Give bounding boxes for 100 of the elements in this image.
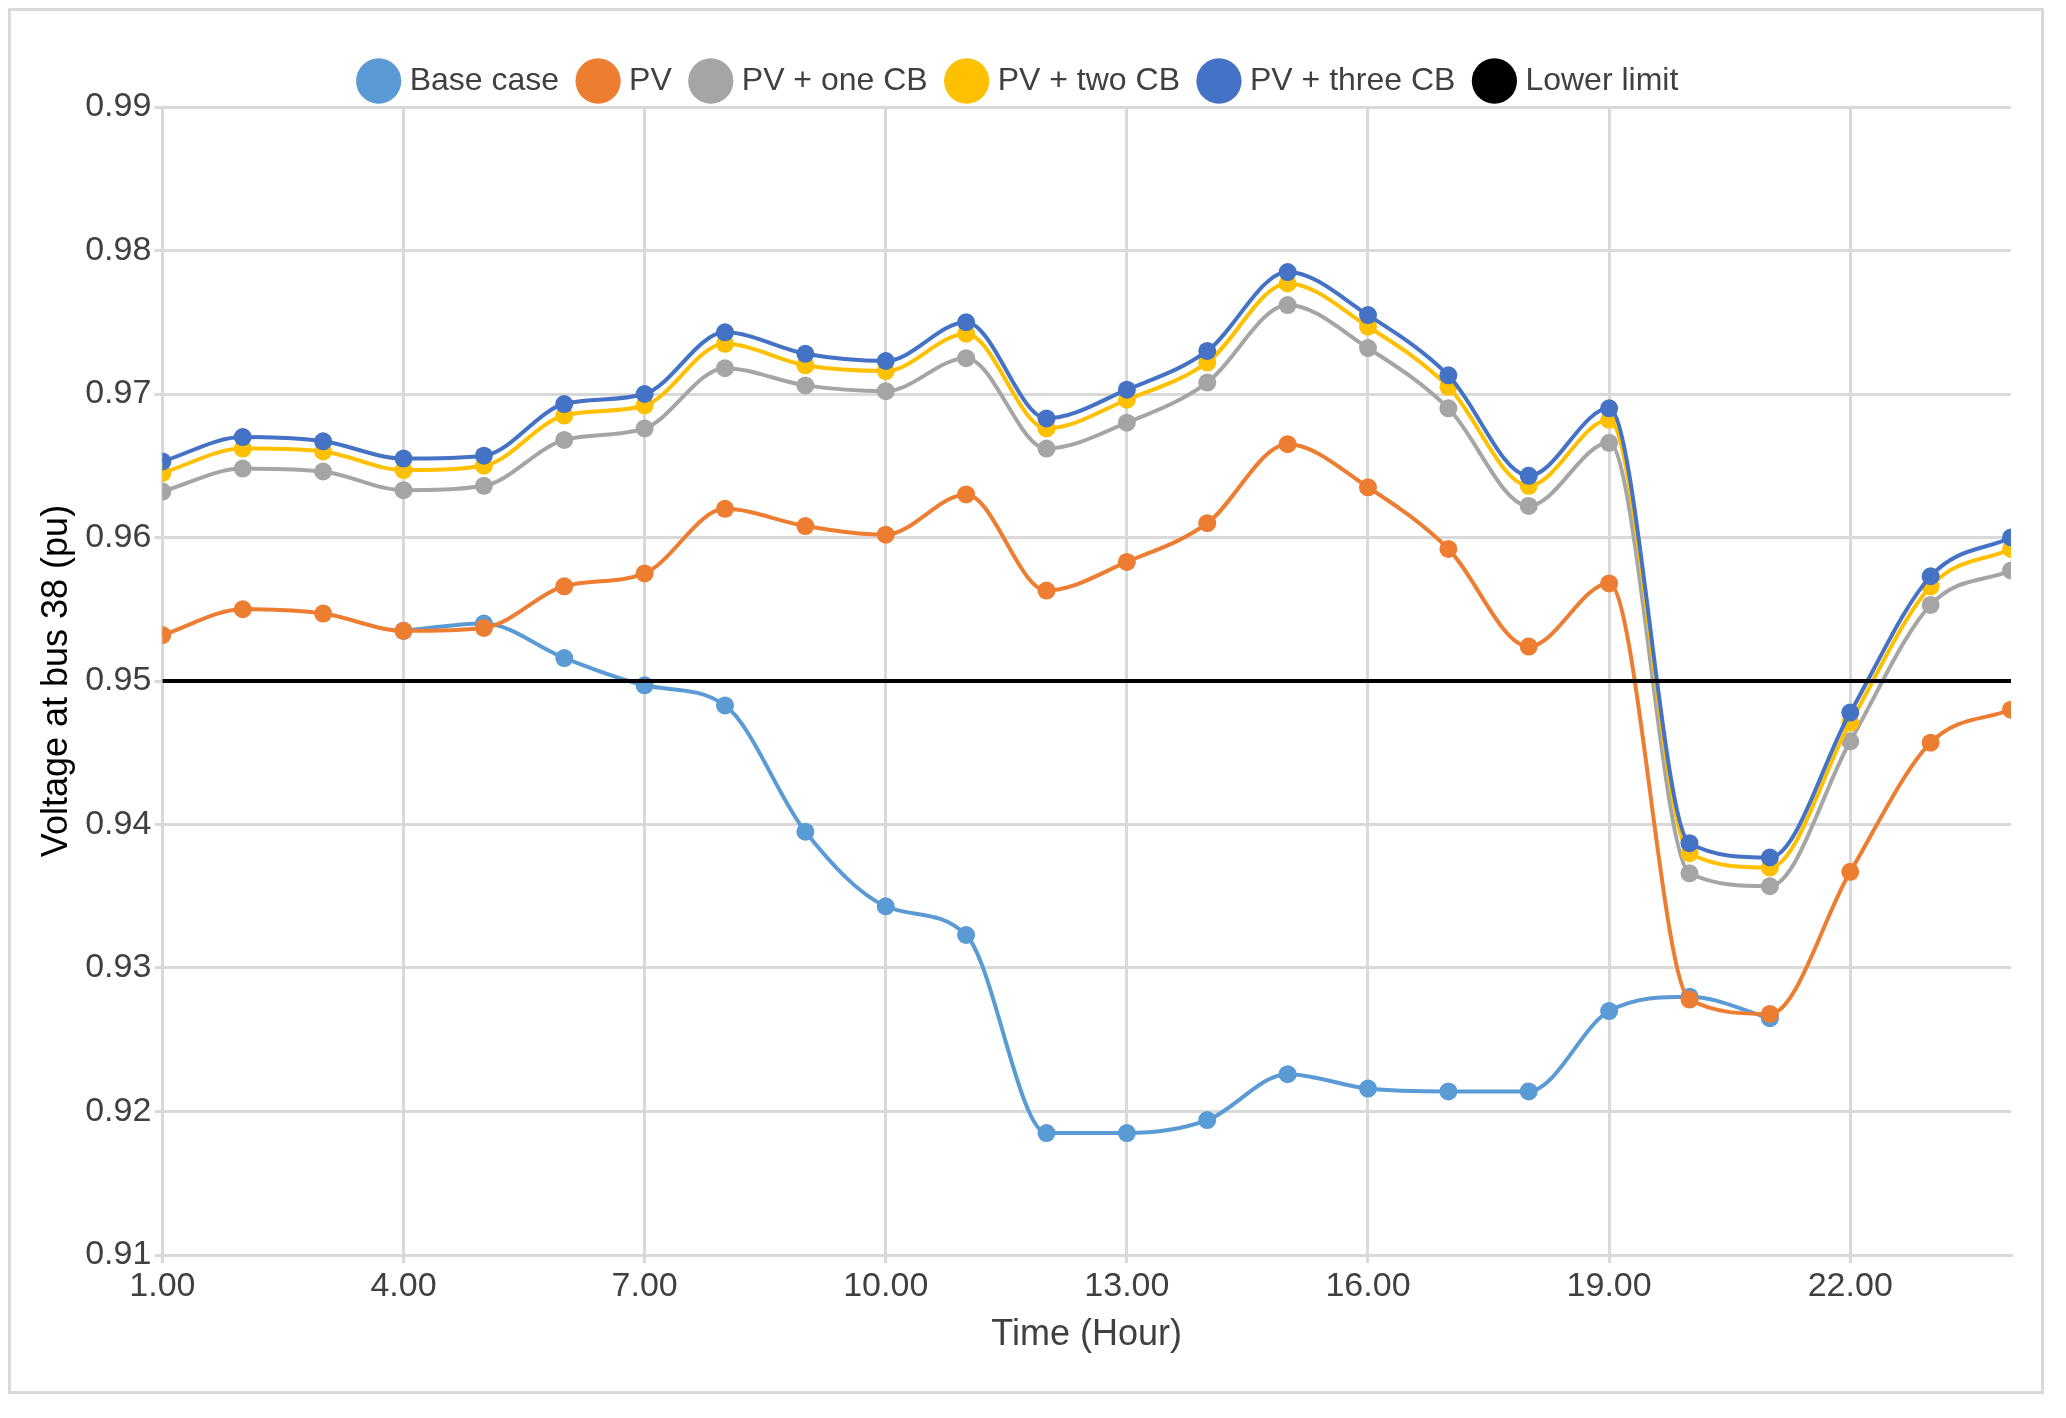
legend-label: PV [629, 60, 673, 97]
point [1278, 435, 1297, 454]
point [1600, 574, 1619, 593]
point [233, 428, 252, 447]
point [474, 476, 493, 495]
point [555, 649, 574, 668]
point [716, 323, 734, 342]
point [716, 499, 734, 518]
x-tick-label: 4.00 [370, 1264, 437, 1303]
point [1841, 732, 1860, 751]
y-tick-label: 0.97 [85, 372, 152, 411]
point [394, 449, 413, 468]
y-tick-label: 0.99 [85, 85, 152, 124]
x-tick-label: 22.00 [1807, 1264, 1893, 1303]
point [314, 432, 333, 451]
point [1600, 433, 1619, 452]
point [1037, 1124, 1056, 1143]
point [876, 352, 895, 370]
y-tick-label: 0.92 [85, 1089, 152, 1128]
point [1198, 514, 1217, 533]
point [1117, 380, 1136, 399]
point [1439, 539, 1458, 558]
point [314, 604, 333, 623]
point [1519, 637, 1538, 656]
point [1117, 1124, 1136, 1143]
point [1198, 341, 1217, 360]
legend-label: PV + three CB [1249, 60, 1456, 97]
point [1037, 581, 1056, 600]
y-tick-label: 0.93 [85, 946, 152, 985]
point [716, 696, 734, 715]
point [555, 430, 574, 449]
point [876, 897, 895, 916]
point [1439, 366, 1458, 385]
legend-label: Base case [409, 60, 560, 97]
point [635, 564, 654, 583]
legend-label: PV + two CB [997, 60, 1180, 97]
legend-label: Lower limit [1525, 60, 1679, 97]
point [1359, 478, 1377, 497]
point [1117, 413, 1136, 432]
point [474, 446, 493, 465]
y-tick-label: 0.95 [85, 659, 152, 698]
point [1760, 877, 1779, 896]
point [1921, 567, 1940, 586]
point [1519, 466, 1538, 485]
point [876, 525, 895, 544]
point [957, 313, 976, 332]
point [957, 926, 976, 944]
x-tick-label: 7.00 [611, 1264, 678, 1303]
point [1680, 834, 1699, 853]
point [796, 344, 815, 363]
point [716, 359, 734, 378]
point [1037, 439, 1056, 458]
point [1278, 296, 1297, 315]
point [1760, 848, 1779, 867]
point [1519, 496, 1538, 515]
point [1680, 864, 1699, 883]
y-tick-label: 0.98 [85, 228, 152, 267]
point [314, 462, 333, 481]
point [1519, 1082, 1538, 1101]
point [1117, 552, 1136, 571]
point [1921, 733, 1940, 752]
point [1921, 595, 1940, 614]
y-axis-title: Voltage at bus 38 (pu) [33, 504, 75, 858]
y-tick-label: 0.96 [85, 515, 152, 554]
point [876, 382, 895, 401]
x-tick-label: 16.00 [1325, 1264, 1411, 1303]
point [1841, 703, 1860, 722]
x-tick-label: 19.00 [1566, 1264, 1652, 1303]
point [1841, 862, 1860, 881]
point [796, 517, 815, 536]
point [957, 349, 976, 368]
legend-label: PV + one CB [741, 60, 928, 97]
point [957, 485, 976, 504]
point [233, 459, 252, 478]
x-tick-label: 13.00 [1084, 1264, 1170, 1303]
point [1198, 373, 1217, 392]
point [394, 481, 413, 500]
point [1760, 1004, 1779, 1023]
point [635, 385, 654, 403]
point [1278, 263, 1297, 282]
point [635, 419, 654, 438]
point [1359, 1079, 1377, 1098]
point [233, 600, 252, 619]
point [796, 822, 815, 841]
point [1600, 1002, 1619, 1021]
point [555, 577, 574, 596]
y-tick-label: 0.94 [85, 802, 152, 841]
point [1439, 399, 1458, 418]
point [1278, 1065, 1297, 1084]
point [474, 618, 493, 637]
point [1037, 409, 1056, 428]
point [796, 376, 815, 395]
point [1600, 399, 1619, 418]
point [1198, 1111, 1217, 1130]
point [1439, 1082, 1458, 1101]
x-axis-title: Time (Hour) [991, 1312, 1183, 1354]
point [1359, 306, 1377, 325]
point [555, 395, 574, 414]
point [1359, 339, 1377, 358]
x-tick-label: 10.00 [843, 1264, 929, 1303]
